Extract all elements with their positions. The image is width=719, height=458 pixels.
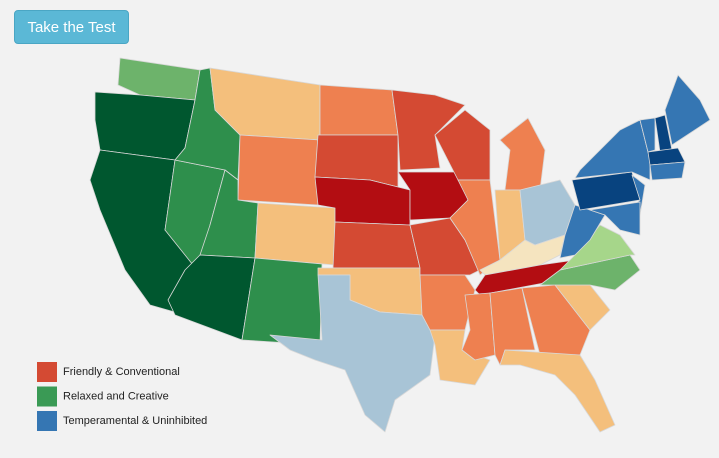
legend-swatch <box>37 362 57 382</box>
state <box>319 84 399 136</box>
state <box>434 109 491 181</box>
state <box>499 117 546 191</box>
state <box>241 257 323 346</box>
state <box>664 74 711 146</box>
legend-label: Relaxed and Creative <box>63 390 169 402</box>
states <box>89 57 711 433</box>
state <box>521 284 591 356</box>
take-test-button[interactable]: Take the Test <box>14 10 129 44</box>
state <box>254 202 336 266</box>
state <box>117 57 201 101</box>
state <box>639 117 656 153</box>
legend-label: Temperamental & Uninhibited <box>63 415 207 427</box>
state <box>574 119 651 181</box>
state <box>391 89 466 171</box>
state <box>449 179 501 276</box>
state <box>237 134 321 206</box>
state <box>499 349 616 433</box>
legend-swatch <box>37 411 57 431</box>
legend-swatch <box>37 386 57 407</box>
state <box>461 292 496 361</box>
state <box>269 274 436 433</box>
state <box>559 204 606 259</box>
state <box>589 201 641 236</box>
legend-label: Friendly & Conventional <box>63 366 180 378</box>
state <box>94 91 196 161</box>
state <box>429 329 491 386</box>
state <box>332 221 421 269</box>
state <box>649 161 686 181</box>
